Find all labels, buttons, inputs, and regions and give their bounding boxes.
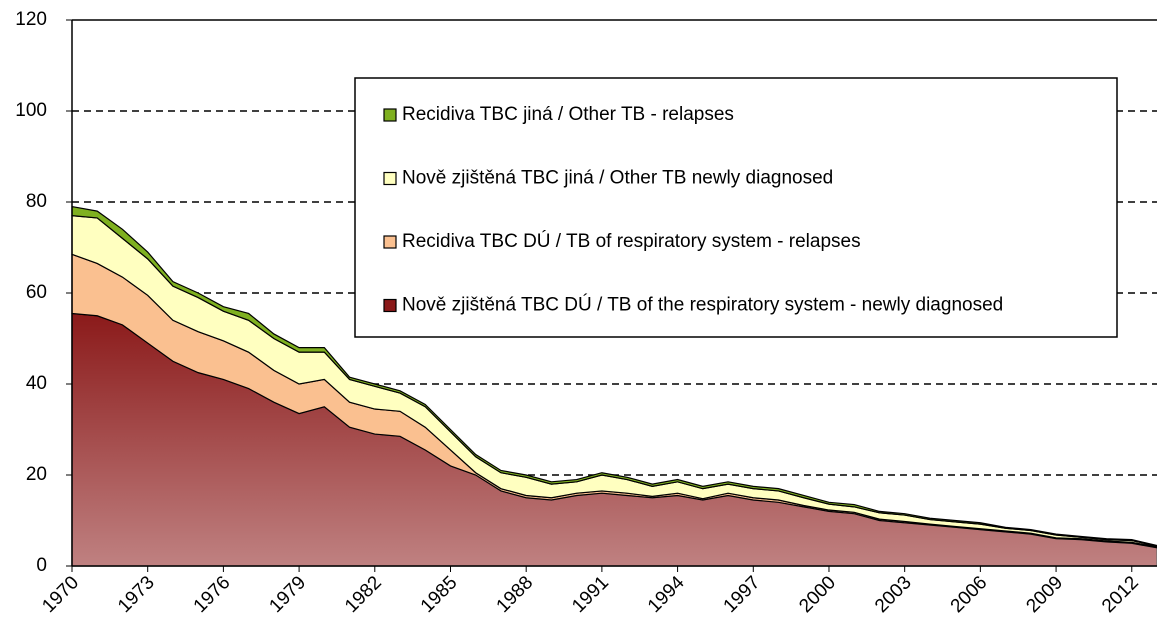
legend-swatch	[383, 298, 397, 313]
x-tick-label: 1982	[341, 572, 386, 617]
x-tick-label: 1979	[265, 572, 310, 617]
legend-label: Nově zjištěná TBC jiná / Other TB newly …	[402, 168, 833, 189]
x-tick-label: 1976	[190, 572, 235, 617]
x-tick-label: 1970	[38, 572, 83, 617]
y-tick-label: 120	[15, 9, 47, 30]
x-tick-label: 2006	[947, 572, 992, 617]
x-tick-label: 1985	[417, 572, 462, 617]
x-tick-label: 1997	[720, 572, 765, 617]
area	[71, 205, 1157, 547]
y-tick-label: 60	[26, 282, 47, 303]
y-tick-label: 80	[26, 191, 47, 212]
legend-label: Recidiva TBC DÚ / TB of respiratory syst…	[402, 230, 861, 252]
y-tick-label: 20	[26, 464, 47, 485]
x-tick-label: 1988	[493, 572, 538, 617]
legend-swatch	[383, 235, 397, 249]
legend: Recidiva TBC jiná / Other TB - relapses N…	[354, 77, 1118, 338]
x-tick-label: 2009	[1022, 572, 1067, 617]
x-tick-label: 2000	[795, 572, 840, 617]
area-shade	[72, 313, 1157, 566]
y-tick-label: 100	[15, 100, 47, 121]
y-tick-label: 0	[36, 555, 47, 576]
x-tick-label: 1994	[644, 572, 689, 617]
legend-label: Recidiva TBC jiná / Other TB - relapses	[402, 104, 734, 125]
legend-label: Nově zjištěná TBC DÚ / TB of the respira…	[402, 294, 1003, 316]
legend-swatch	[383, 108, 397, 122]
legend-swatch	[383, 171, 397, 186]
x-tick-label: 2003	[871, 572, 916, 617]
x-tick-label: 1973	[114, 572, 159, 617]
x-tick-label: 2012	[1098, 572, 1143, 617]
x-tick-label: 1991	[568, 572, 613, 617]
y-tick-label: 40	[26, 373, 47, 394]
legend-box	[354, 77, 1118, 338]
